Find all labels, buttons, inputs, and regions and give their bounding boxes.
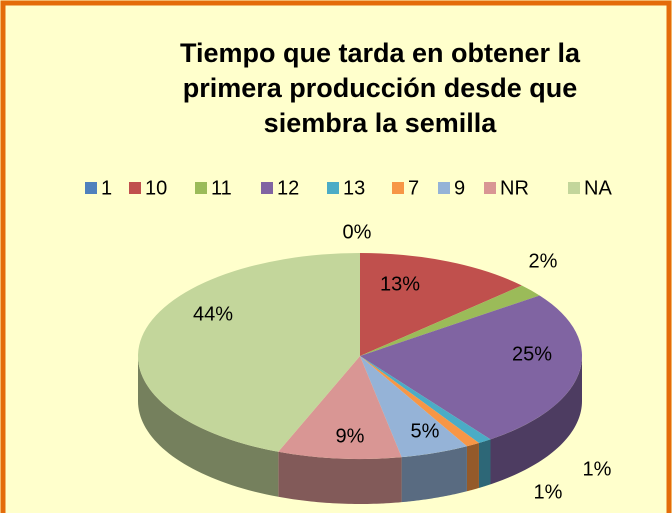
data-label: 0%	[343, 221, 372, 243]
pie-slice	[360, 356, 491, 443]
data-label: 1%	[583, 458, 612, 480]
legend-label: 11	[211, 177, 232, 199]
chart-title: primera producción desde que	[183, 73, 578, 103]
legend-label: 1	[101, 177, 112, 199]
legend-swatch	[568, 182, 580, 194]
legend-swatch	[261, 182, 273, 194]
legend: 1 10 11 12 13 7 9 NR NA	[85, 177, 612, 199]
legend-label: 12	[277, 177, 299, 199]
legend-label: 7	[408, 177, 419, 199]
pie-side	[278, 451, 402, 504]
legend-label: 9	[454, 177, 465, 199]
legend-swatch	[85, 182, 97, 194]
legend-swatch	[129, 182, 141, 194]
legend-label: NA	[584, 177, 612, 199]
pie-slice	[138, 253, 360, 452]
pie-side	[466, 442, 479, 492]
legend-label: 10	[145, 177, 167, 199]
pie-tops	[138, 253, 582, 459]
legend-swatch	[392, 182, 404, 194]
data-label: 9%	[336, 425, 365, 447]
chart-title: siembra la semilla	[264, 108, 498, 138]
pie-slice	[360, 295, 582, 440]
data-label: 44%	[193, 303, 233, 325]
chart-title: Tiempo que tarda en obtener la	[180, 38, 581, 68]
pie-side	[478, 439, 491, 488]
data-label: 13%	[380, 273, 420, 295]
legend-label: 13	[343, 177, 365, 199]
pie-side	[490, 356, 582, 485]
data-label: 25%	[512, 343, 552, 365]
data-labels: 0% 13% 2% 25% 1% 1% 5% 9% 44%	[193, 221, 612, 503]
legend-swatch	[484, 182, 496, 194]
pie-slice	[360, 253, 522, 356]
pie-side	[138, 356, 279, 497]
legend-label: NR	[500, 177, 529, 199]
data-label: 5%	[411, 420, 440, 442]
legend-swatch	[438, 182, 450, 194]
data-label: 1%	[534, 481, 563, 503]
pie-side	[401, 446, 467, 503]
pie-sides	[138, 356, 582, 504]
legend-swatch	[327, 182, 339, 194]
data-label: 2%	[529, 250, 558, 272]
pie-slice	[360, 285, 540, 356]
pie-slice	[360, 356, 479, 447]
pie-slice	[360, 356, 467, 458]
pie-slice	[278, 356, 402, 459]
legend-swatch	[195, 182, 207, 194]
